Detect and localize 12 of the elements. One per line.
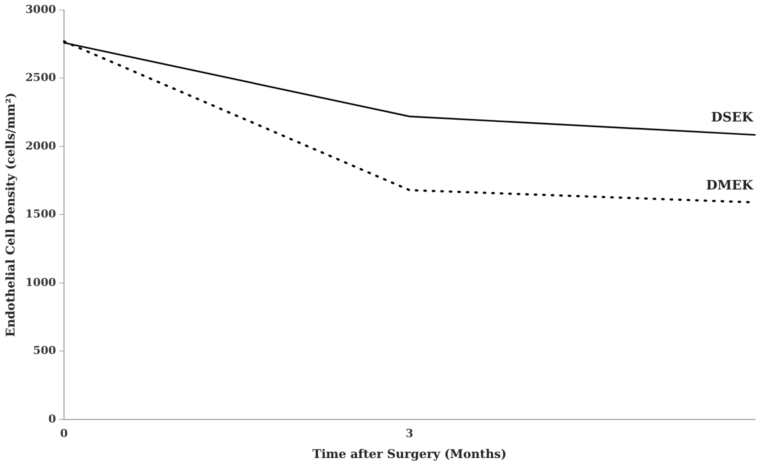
x-axis-title: Time after Surgery (Months) [312,446,507,461]
y-tick-label: 2500 [25,71,56,84]
y-tick-label: 1000 [25,276,56,289]
series-label: DSEK [711,110,754,126]
x-tick-label: 3 [406,426,414,440]
y-tick-label: 2000 [25,139,56,152]
y-tick-label: 1500 [25,208,56,221]
series-label: DMEK [706,178,754,194]
y-axis-title: Endothelial Cell Density (cells/mm²) [3,92,18,337]
y-tick-label: 0 [48,412,56,426]
y-tick-label: 500 [33,344,56,358]
y-tick-label: 3000 [25,2,56,16]
